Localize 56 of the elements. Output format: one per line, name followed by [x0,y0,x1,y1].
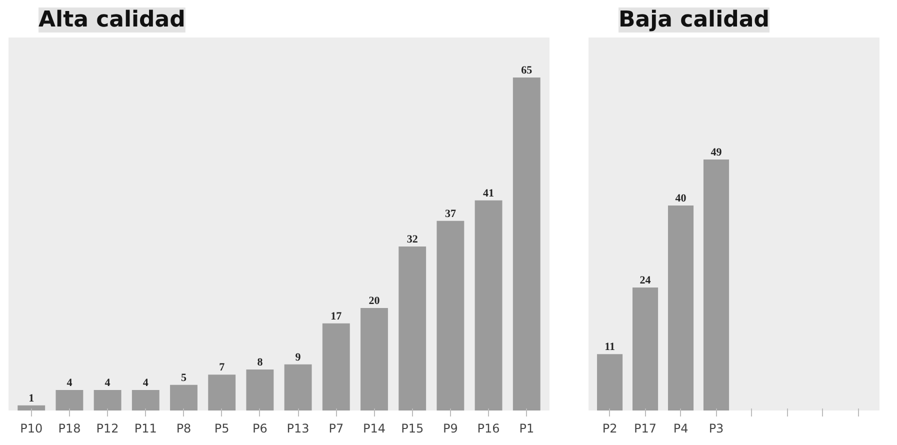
data-label: 32 [406,234,418,246]
bar [474,200,502,410]
bar [436,220,464,410]
data-label: 24 [640,274,652,287]
data-label: 17 [330,310,342,322]
data-label: 37 [444,208,456,220]
x-tick-label: P13 [286,422,310,436]
bar [398,246,426,410]
bar [668,206,694,410]
bar [246,370,274,410]
bar [208,374,236,410]
x-tick-label: P17 [634,422,657,436]
data-label: 8 [257,356,264,369]
bar [360,308,388,410]
bar [512,77,540,410]
x-tick-label: P16 [477,422,500,436]
bar [132,390,160,410]
x-tick-label: P1 [519,422,534,436]
bar [56,390,84,410]
x-tick-label: P2 [602,422,618,436]
x-tick-label: P18 [58,422,81,436]
data-label: 40 [675,192,687,205]
x-tick-label: P15 [401,422,424,436]
chart-title: Alta calidad [38,8,186,32]
data-label: 4 [66,377,73,390]
data-label: 11 [604,341,615,354]
x-tick-label: P4 [673,422,688,436]
bar [18,405,46,410]
data-label: 7 [219,362,226,374]
x-tick-label: P3 [708,422,724,436]
x-tick-label: P9 [443,422,458,436]
x-tick-label: P7 [328,422,344,436]
bar [170,384,198,410]
chart-title: Baja calidad [618,8,770,32]
bar [703,159,730,410]
x-tick-label: P12 [96,422,119,436]
x-tick-label: P6 [252,422,268,436]
data-label: 41 [483,187,494,200]
data-label: 49 [710,146,722,158]
x-tick-label: P8 [176,422,192,436]
bar [632,288,658,410]
data-label: 65 [521,64,533,76]
x-tick-label: P11 [134,422,157,436]
data-label: 20 [368,295,380,308]
bar [597,354,623,410]
x-tick-label: P14 [362,422,386,436]
bar [94,390,122,410]
data-label: 5 [181,372,188,384]
data-label: 4 [104,377,111,390]
data-label: 4 [142,377,149,390]
x-tick-label: P5 [214,422,230,436]
bar [322,323,350,410]
data-label: 1 [28,392,34,404]
data-label: 9 [295,351,302,364]
x-tick-label: P10 [20,422,43,436]
bar [284,364,312,410]
